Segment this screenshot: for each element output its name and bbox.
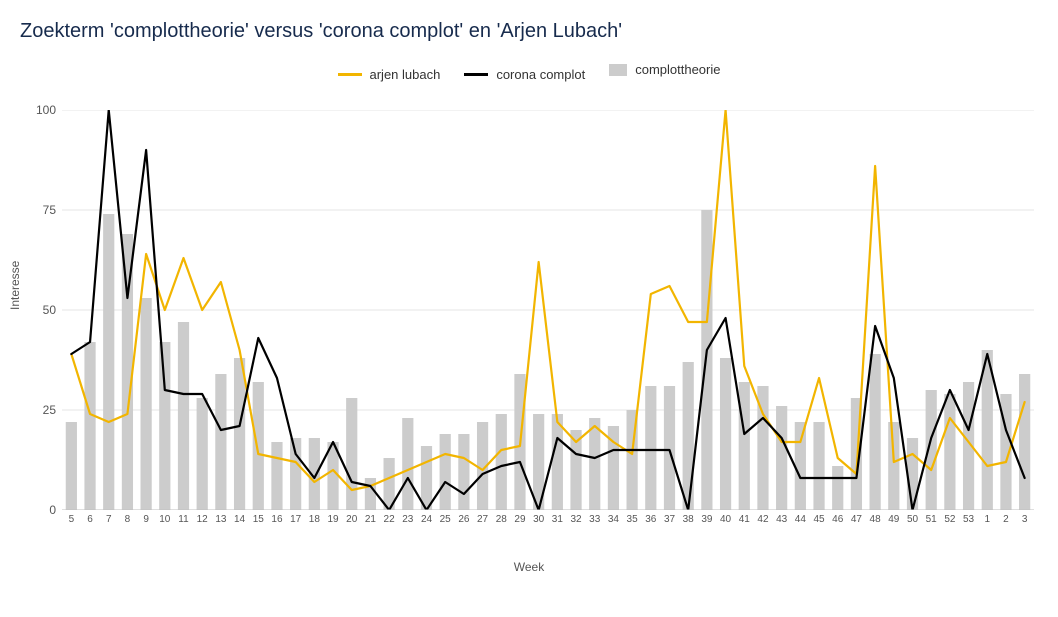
x-tick-label: 45 [813, 514, 824, 525]
x-tick-label: 51 [926, 514, 937, 525]
x-tick-label: 36 [645, 514, 656, 525]
x-tick-label: 14 [234, 514, 245, 525]
x-tick-label: 20 [346, 514, 357, 525]
chart-title: Zoekterm 'complottheorie' versus 'corona… [20, 20, 622, 43]
legend-label: complottheorie [635, 62, 720, 77]
x-tick-label: 5 [69, 514, 75, 525]
x-tick-label: 34 [608, 514, 619, 525]
x-tick-label: 16 [271, 514, 282, 525]
x-tick-label: 3 [1022, 514, 1028, 525]
x-tick-label: 7 [106, 514, 112, 525]
x-tick-label: 15 [253, 514, 264, 525]
x-tick-label: 44 [795, 514, 806, 525]
x-tick-label: 24 [421, 514, 432, 525]
chart-legend: arjen lubach corona complot complottheor… [0, 62, 1058, 82]
x-tick-label: 19 [327, 514, 338, 525]
chart-svg [62, 110, 1034, 510]
legend-item: complottheorie [609, 62, 720, 77]
y-tick-label: 50 [16, 303, 56, 317]
x-tick-label: 27 [477, 514, 488, 525]
x-tick-label: 9 [143, 514, 149, 525]
y-tick-label: 75 [16, 203, 56, 217]
x-ticks: 5678910111213141516171819202122232425262… [62, 514, 1034, 534]
legend-label: arjen lubach [370, 67, 441, 82]
legend-swatch-rect [609, 64, 627, 76]
x-tick-label: 18 [309, 514, 320, 525]
x-tick-label: 28 [496, 514, 507, 525]
plot-area [62, 110, 1034, 510]
x-tick-label: 22 [384, 514, 395, 525]
x-tick-label: 49 [888, 514, 899, 525]
x-tick-label: 42 [757, 514, 768, 525]
x-tick-label: 43 [776, 514, 787, 525]
x-tick-label: 46 [832, 514, 843, 525]
legend-item: arjen lubach [338, 67, 441, 82]
x-tick-label: 8 [125, 514, 131, 525]
chart-root: Zoekterm 'complottheorie' versus 'corona… [0, 0, 1058, 617]
x-tick-label: 48 [870, 514, 881, 525]
x-tick-label: 50 [907, 514, 918, 525]
x-axis-label: Week [0, 560, 1058, 574]
legend-swatch-line [464, 73, 488, 76]
x-tick-label: 47 [851, 514, 862, 525]
x-tick-label: 17 [290, 514, 301, 525]
x-tick-label: 11 [178, 514, 188, 525]
x-tick-label: 23 [402, 514, 413, 525]
y-tick-label: 100 [16, 103, 56, 117]
x-tick-label: 13 [215, 514, 226, 525]
x-tick-label: 33 [589, 514, 600, 525]
x-tick-label: 12 [197, 514, 208, 525]
x-tick-label: 40 [720, 514, 731, 525]
x-tick-label: 52 [944, 514, 955, 525]
x-tick-label: 2 [1003, 514, 1009, 525]
x-tick-label: 25 [440, 514, 451, 525]
x-tick-label: 26 [458, 514, 469, 525]
x-tick-label: 29 [514, 514, 525, 525]
x-tick-label: 30 [533, 514, 544, 525]
x-tick-label: 41 [739, 514, 750, 525]
x-tick-label: 10 [159, 514, 170, 525]
x-tick-label: 1 [984, 514, 990, 525]
legend-label: corona complot [496, 67, 585, 82]
x-tick-label: 38 [683, 514, 694, 525]
x-tick-label: 32 [570, 514, 581, 525]
x-tick-label: 39 [701, 514, 712, 525]
x-tick-label: 35 [627, 514, 638, 525]
x-tick-label: 21 [365, 514, 376, 525]
legend-swatch-line [338, 73, 362, 76]
x-tick-label: 53 [963, 514, 974, 525]
legend-item: corona complot [464, 67, 585, 82]
y-tick-label: 0 [16, 503, 56, 517]
y-tick-label: 25 [16, 403, 56, 417]
x-tick-label: 6 [87, 514, 93, 525]
x-tick-label: 37 [664, 514, 675, 525]
x-tick-label: 31 [552, 514, 563, 525]
